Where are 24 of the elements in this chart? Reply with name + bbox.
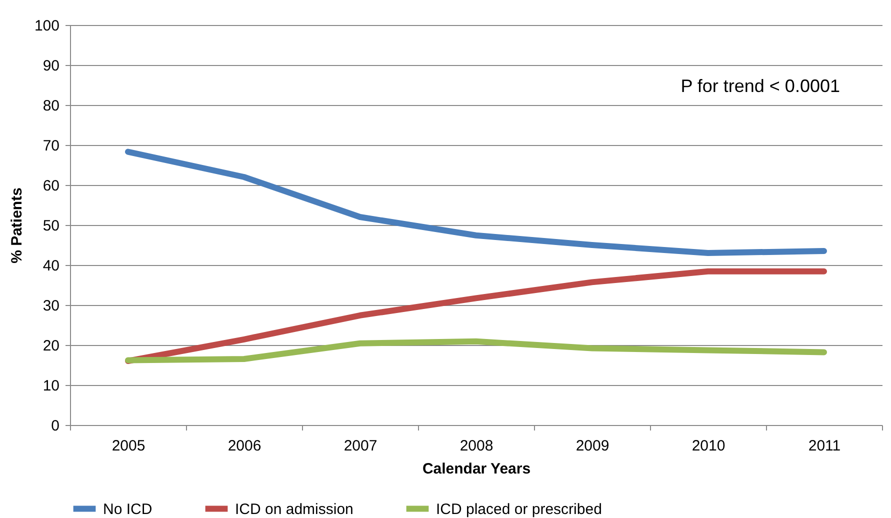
y-tick-label: 50	[42, 218, 60, 234]
annotation: P for trend < 0.0001	[680, 76, 840, 96]
x-tick-label: 2008	[460, 438, 494, 454]
legend-label: ICD on admission	[235, 500, 354, 518]
y-tick-label: 0	[51, 418, 60, 434]
y-tick-label: 100	[34, 18, 60, 34]
x-tick-label: 2011	[808, 438, 841, 454]
x-tick-label: 2007	[344, 438, 378, 454]
y-tick-label: 40	[42, 258, 60, 274]
y-tick-label: 10	[42, 378, 60, 394]
x-tick-label: 2009	[576, 438, 610, 454]
y-tick-label: 20	[42, 338, 60, 354]
x-tick-label: 2006	[228, 438, 262, 454]
y-tick-label: 60	[42, 178, 60, 194]
x-tick-label: 2010	[692, 438, 726, 454]
legend-label: ICD placed or prescribed	[436, 500, 602, 518]
y-axis-title: % Patients	[8, 188, 26, 264]
y-tick-label: 30	[42, 298, 60, 314]
legend-label: No ICD	[103, 500, 152, 518]
x-tick-label: 2005	[112, 438, 146, 454]
y-tick-label: 90	[42, 58, 60, 74]
x-axis-title: Calendar Years	[422, 460, 531, 478]
y-tick-label: 80	[42, 98, 60, 114]
y-tick-label: 70	[42, 138, 60, 154]
